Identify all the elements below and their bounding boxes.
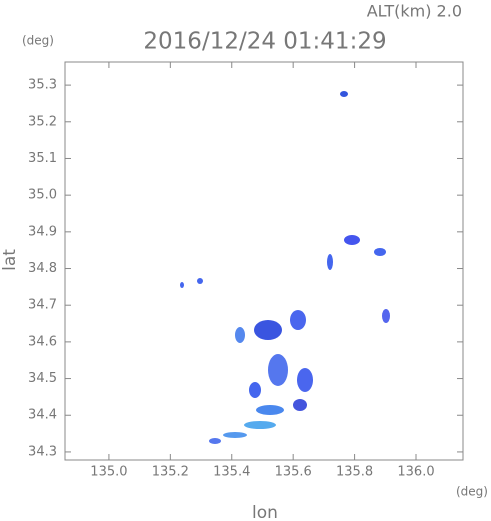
y-tick-label: 34.8	[28, 261, 57, 276]
x-tick-label: 135.0	[90, 465, 127, 480]
plot-frame	[64, 61, 464, 461]
y-axis-label: lat	[0, 249, 20, 271]
y-tick-label: 34.7	[28, 298, 57, 313]
y-tick-label: 34.9	[28, 224, 57, 239]
chart-subtitle: ALT(km) 2.0	[367, 2, 462, 21]
y-tick-label: 34.6	[28, 334, 57, 349]
y-tick-label: 34.5	[28, 371, 57, 386]
y-tick-label: 35.3	[28, 78, 57, 93]
radar-echoes	[180, 91, 390, 444]
x-tick-label: 135.2	[152, 465, 189, 480]
x-tick-label: 136.0	[397, 465, 434, 480]
y-tick-label: 34.4	[28, 408, 57, 423]
x-tick-label: 135.4	[213, 465, 250, 480]
y-tick-label: 35.2	[28, 114, 57, 129]
y-tick-label: 34.3	[28, 444, 57, 459]
y-tick-label: 35.0	[28, 188, 57, 203]
x-unit: (deg)	[456, 485, 488, 499]
y-unit: (deg)	[22, 34, 54, 48]
x-tick-label: 135.8	[336, 465, 373, 480]
x-axis-label: lon	[252, 503, 278, 521]
y-tick-label: 35.1	[28, 151, 57, 166]
x-tick-label: 135.6	[275, 465, 312, 480]
chart-title: 2016/12/24 01:41:29	[143, 29, 386, 55]
